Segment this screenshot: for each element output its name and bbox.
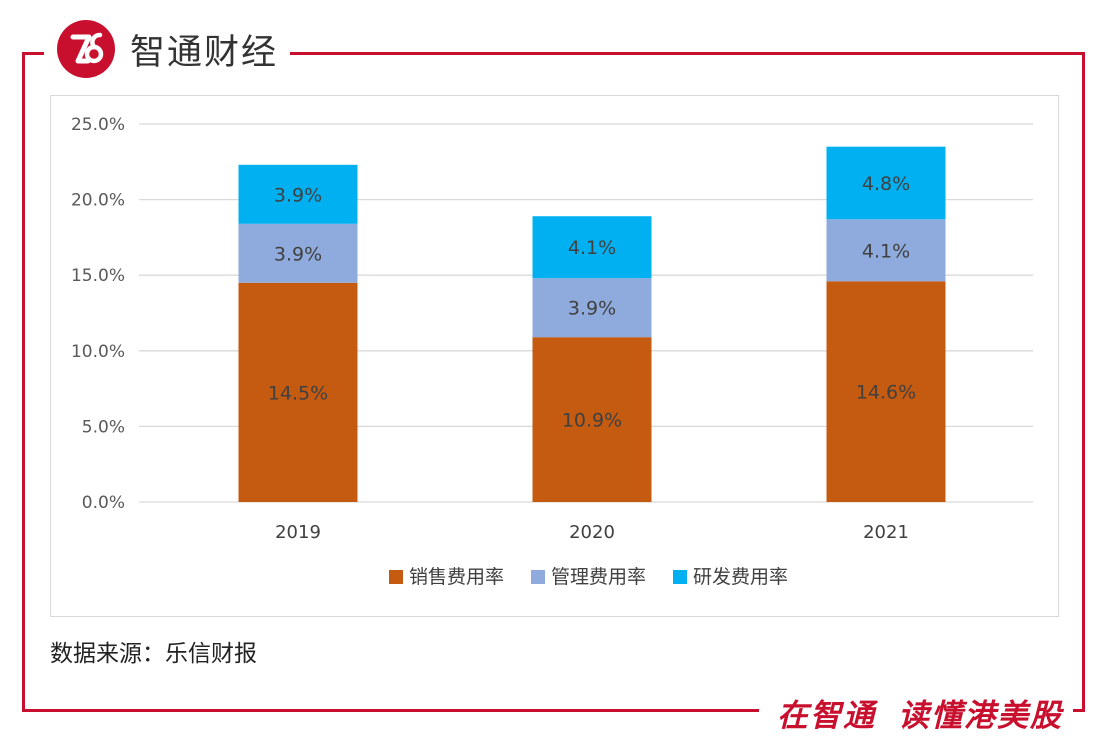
stacked-bar-chart: 0.0% 5.0% 10.0% 15.0% 20.0% 25.0% 14.5% 3.9% 3.9… — [71, 115, 1033, 588]
brand-name: 智通财经 — [130, 32, 279, 73]
bar-segment — [532, 337, 652, 502]
frame-bottom-border — [22, 709, 1085, 712]
data-label: 3.9% — [274, 184, 322, 206]
x-tick-label: 2021 — [863, 522, 909, 543]
x-tick-label: 2020 — [569, 522, 615, 543]
x-tick-label: 2019 — [275, 522, 321, 543]
y-tick-label: 10.0% — [71, 342, 125, 362]
footer-slogan: 在智通 读懂港美股 — [759, 692, 1073, 734]
y-tick-label: 5.0% — [82, 417, 125, 437]
chart-panel: 0.0% 5.0% 10.0% 15.0% 20.0% 25.0% 14.5% 3.9% 3.9… — [50, 95, 1059, 617]
y-tick-label: 25.0% — [71, 115, 125, 135]
data-label: 3.9% — [274, 243, 322, 265]
slogan-right: 读懂港美股 — [898, 697, 1063, 734]
y-tick-label: 20.0% — [71, 191, 125, 211]
data-label: 4.1% — [862, 240, 910, 262]
data-label: 4.1% — [568, 237, 616, 259]
slogan-left: 在智通 — [777, 697, 876, 734]
brand-header: 智通财经 — [44, 8, 291, 90]
legend-label: 管理费用率 — [551, 566, 646, 588]
frame-right-border — [1082, 52, 1085, 712]
bar-segment — [826, 146, 946, 220]
bar-segment — [238, 164, 358, 224]
legend-label: 研发费用率 — [693, 566, 788, 588]
data-label: 14.6% — [856, 382, 916, 404]
bar-segment — [826, 281, 946, 502]
bar-segment — [826, 219, 946, 282]
y-tick-label: 15.0% — [71, 266, 125, 286]
frame-top-border — [22, 52, 1085, 55]
bar-segment — [238, 282, 358, 502]
data-label: 4.8% — [862, 173, 910, 195]
data-source-note: 数据来源：乐信财报 — [50, 641, 257, 667]
bar-segment — [532, 278, 652, 338]
legend-label: 销售费用率 — [409, 566, 504, 588]
y-tick-label: 0.0% — [82, 493, 125, 513]
bar-segment — [238, 223, 358, 283]
legend-swatch — [531, 570, 545, 584]
legend-swatch — [389, 570, 403, 584]
data-label: 3.9% — [568, 298, 616, 320]
data-label: 14.5% — [268, 382, 328, 404]
legend-swatch — [673, 570, 687, 584]
frame-left-border — [22, 52, 25, 712]
bar-segment — [532, 216, 652, 279]
brand-logo-icon — [57, 20, 115, 78]
data-label: 10.9% — [562, 410, 622, 432]
